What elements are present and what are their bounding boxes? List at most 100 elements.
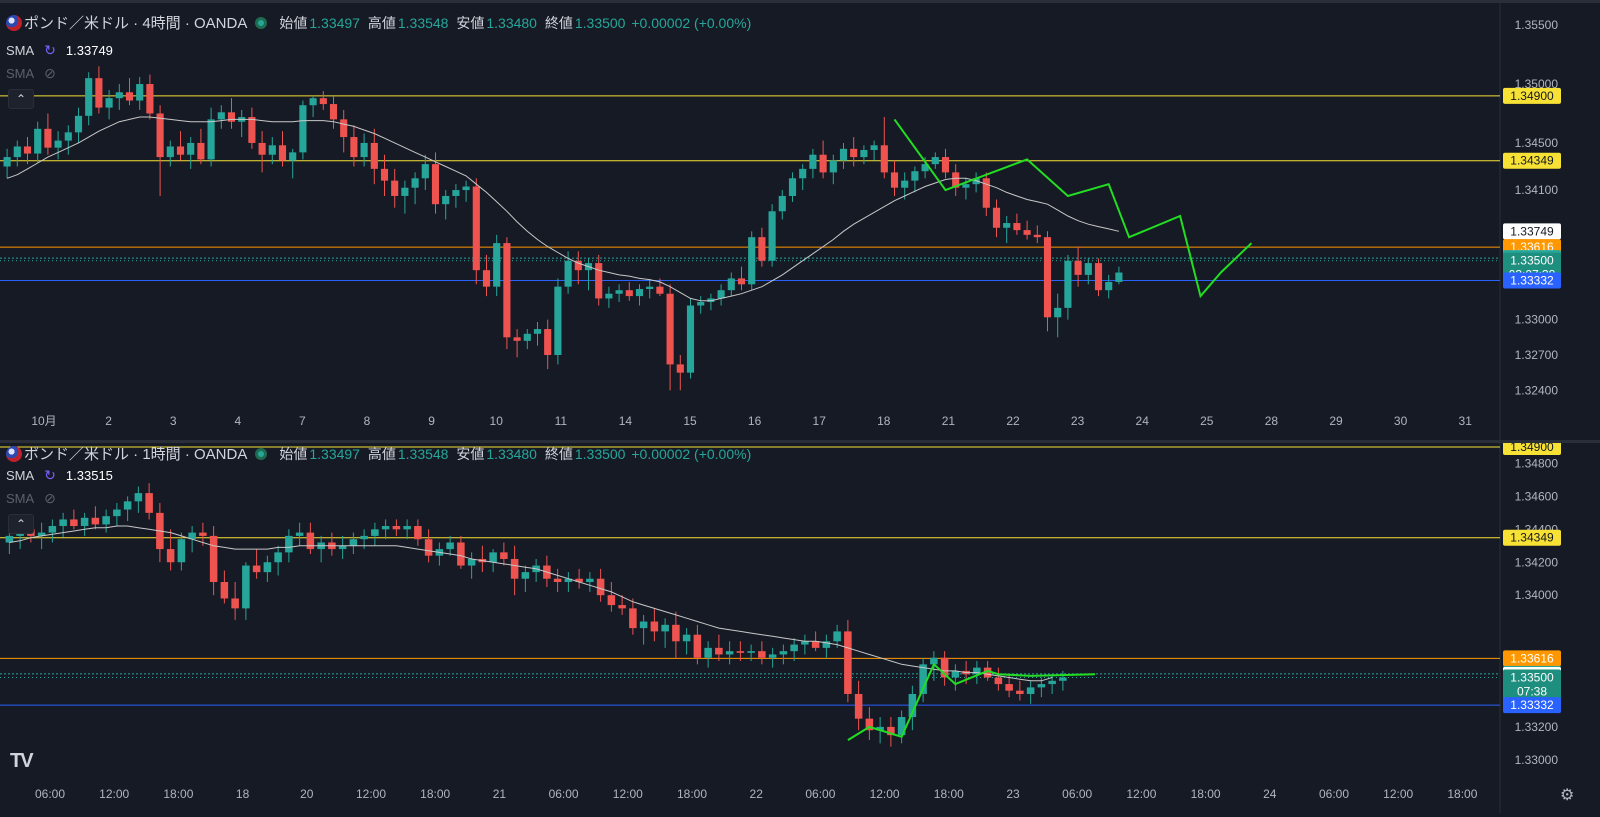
candle-body [844, 631, 852, 694]
candle-body [697, 301, 705, 306]
sma-label: SMA [6, 43, 35, 58]
sma-hidden-indicator-legend[interactable]: SMA ⊘ [6, 65, 56, 82]
sync-icon[interactable]: ↻ [44, 42, 56, 58]
candle-body [982, 178, 990, 208]
y-tick-label: 1.34000 [1515, 588, 1559, 602]
candle-body [467, 558, 476, 566]
price-label-bg [1503, 152, 1561, 169]
y-tick-label: 1.34800 [1515, 456, 1559, 470]
x-tick-label: 15 [683, 414, 697, 428]
x-tick-label: 06:00 [1319, 787, 1349, 801]
candle-body [258, 142, 266, 155]
candle-body [349, 539, 358, 546]
x-tick-label: 17 [813, 414, 827, 428]
chart-pane-4h[interactable]: 1.35500 1.35000 1.34500 1.34100 1.33000 1.327… [0, 0, 1600, 440]
candle-body [424, 539, 433, 556]
candle-body [523, 333, 531, 341]
y-tick-label: 1.32700 [1515, 348, 1559, 362]
symbol-title[interactable]: ポンド／米ドル · 4時間 · OANDA [24, 15, 248, 32]
candle-body [91, 517, 100, 525]
candle-body [521, 572, 530, 579]
candle-body [306, 532, 315, 550]
candle-body [811, 641, 820, 648]
candle-body [941, 157, 950, 173]
candle-body [1115, 272, 1123, 282]
y-tick-label: 1.34100 [1515, 183, 1559, 197]
x-tick-label: 4 [234, 414, 241, 428]
candle-body [951, 670, 960, 678]
candle-body [156, 113, 164, 158]
chevron-up-icon: ⌃ [15, 92, 27, 106]
candle-body [575, 578, 583, 583]
price-label: 1.34349 [1503, 529, 1561, 546]
tradingview-logo[interactable]: TV [10, 750, 34, 772]
x-tick-label: 18 [236, 787, 250, 801]
change-value: +0.00002 (+0.00%) [631, 15, 752, 31]
candle-body [768, 654, 777, 658]
candle-body [747, 651, 755, 653]
gear-icon[interactable]: ⚙ [1560, 787, 1575, 804]
candle-body [289, 152, 297, 161]
close-label: 終値 [544, 446, 573, 462]
candle-body [854, 693, 863, 719]
candle-body [919, 664, 927, 694]
candle-body [672, 624, 680, 642]
candle-body [650, 621, 659, 632]
price-label: 1.34900 [1503, 443, 1561, 455]
y-tick-label: 1.34500 [1515, 136, 1559, 150]
sma-indicator-legend[interactable]: SMA ↻ 1.33749 [6, 42, 113, 59]
symbol-title[interactable]: ポンド／米ドル · 1時間 · OANDA [24, 446, 248, 463]
candle-body [901, 180, 909, 188]
x-tick-label: 11 [555, 414, 568, 428]
chart-pane-1h[interactable]: 1.34800 1.34600 1.34400 1.34200 1.34000 1.332… [0, 443, 1600, 817]
collapse-legend-button[interactable]: ⌃ [8, 514, 34, 534]
candle-body [656, 286, 664, 294]
candle-body [790, 644, 798, 652]
candle-body [299, 105, 307, 153]
sma-indicator-legend[interactable]: SMA ↻ 1.33515 [6, 467, 113, 484]
price-label-text: 1.34349 [1510, 154, 1554, 168]
x-tick-label: 24 [1136, 414, 1150, 428]
candle-body [134, 493, 143, 502]
candle-body [209, 535, 218, 583]
market-status-icon[interactable] [255, 448, 268, 460]
candle-body [533, 329, 542, 334]
eye-hidden-icon[interactable]: ⊘ [44, 490, 56, 506]
x-tick-label: 9 [428, 414, 435, 428]
price-label: 1.34349 [1503, 152, 1561, 169]
candle-body [37, 532, 46, 536]
sma-hidden-indicator-legend[interactable]: SMA ⊘ [6, 490, 56, 507]
x-tick-label: 21 [942, 414, 956, 428]
candle-body [513, 337, 521, 341]
candle-body [586, 578, 594, 583]
candle-body [421, 164, 429, 179]
candle-body [1059, 677, 1067, 681]
candle-body [607, 595, 616, 606]
candle-body [1094, 263, 1103, 291]
candle-body [371, 529, 379, 536]
y-tick-label: 1.33200 [1515, 720, 1559, 734]
candle-body [890, 172, 899, 188]
x-tick-label: 10月 [31, 414, 56, 428]
candle-body [930, 657, 938, 665]
x-tick-label: 12:00 [613, 787, 643, 801]
candle-body [482, 270, 491, 287]
candle-body [646, 286, 654, 290]
market-status-icon[interactable] [255, 17, 268, 29]
collapse-legend-button[interactable]: ⌃ [8, 89, 34, 109]
candle-body [1084, 263, 1092, 275]
candle-body [403, 526, 411, 530]
chart-canvas-4h[interactable]: 1.35500 1.35000 1.34500 1.34100 1.33000 1.327… [0, 3, 1600, 440]
price-label-text: 1.33749 [1510, 224, 1554, 238]
x-tick-label: 18:00 [163, 787, 193, 801]
candle-body [661, 624, 669, 632]
pane-separator[interactable] [0, 440, 1600, 443]
x-tick-label: 28 [1265, 414, 1279, 428]
candle-body [510, 558, 519, 579]
chart-canvas-1h[interactable]: 1.348001.346001.344001.342001.340001.332… [0, 443, 1600, 817]
x-tick-label: 12:00 [99, 787, 129, 801]
sync-icon[interactable]: ↻ [44, 467, 56, 483]
y-tick-label: 1.35500 [1515, 18, 1559, 32]
eye-hidden-icon[interactable]: ⊘ [44, 65, 56, 81]
candle-body [360, 142, 368, 158]
